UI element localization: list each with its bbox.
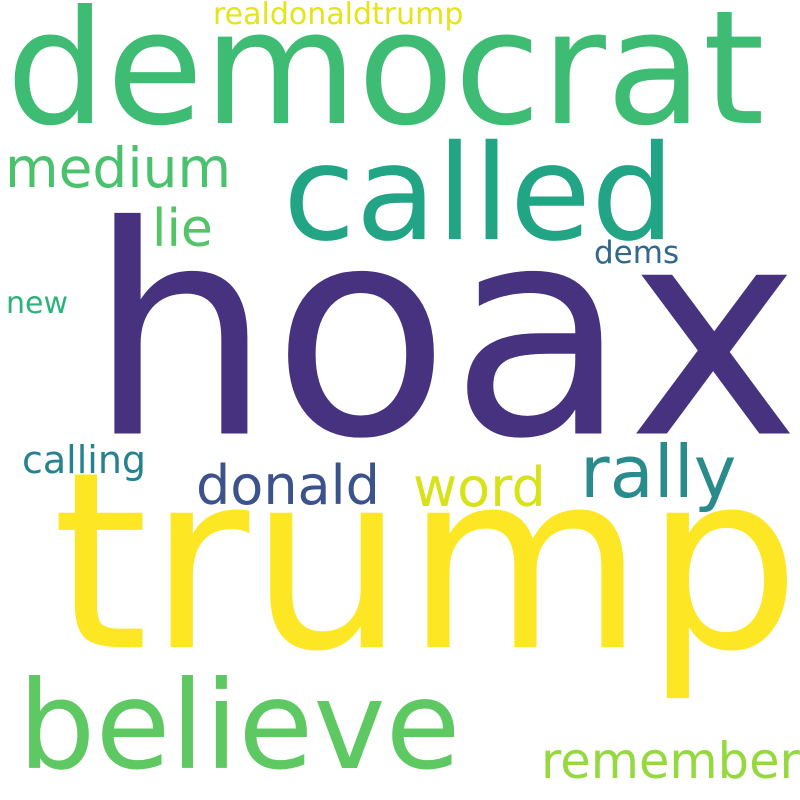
word-new: new — [6, 286, 69, 321]
word-lie: lie — [152, 199, 213, 259]
word-dems: dems — [594, 235, 680, 271]
word-democrat: democrat — [6, 0, 765, 161]
word-realdonaldtrump: realdonaldtrump — [213, 0, 464, 32]
word-trump: trump — [52, 420, 800, 706]
word-word: word — [413, 456, 546, 519]
word-medium: medium — [5, 136, 232, 200]
word-donald: donald — [196, 454, 380, 517]
word-believe: believe — [18, 655, 461, 797]
word-rally: rally — [580, 430, 737, 514]
word-calling: calling — [22, 438, 147, 482]
word-hoax: hoax — [88, 164, 800, 503]
word-remember: remember — [541, 733, 800, 791]
word-called: called — [283, 117, 675, 271]
